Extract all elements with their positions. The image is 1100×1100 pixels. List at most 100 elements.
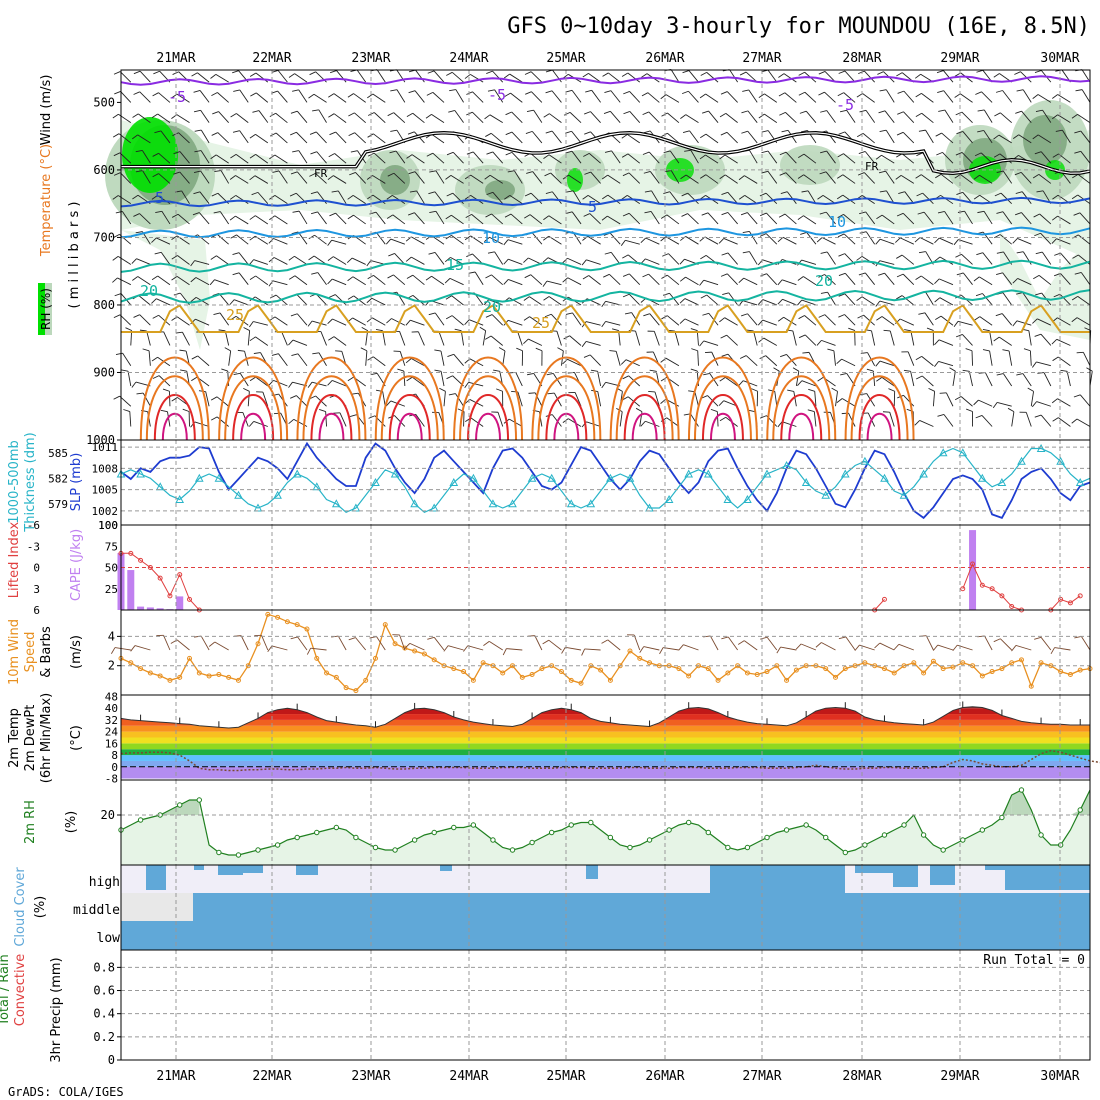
wind-barb	[1080, 130, 1091, 144]
wind-barb-flag	[485, 314, 493, 318]
wind-barb-flag	[937, 211, 945, 214]
wind-barb-flag	[710, 408, 718, 412]
wind-barb	[793, 391, 797, 407]
wind-barb	[979, 174, 993, 184]
wind-barb	[148, 350, 151, 366]
wind10-marker	[607, 677, 613, 683]
wind-barb-flag	[836, 194, 844, 200]
wind-barb-flag	[1007, 407, 1015, 413]
wind-barb-flag	[179, 349, 187, 352]
wind-barb	[962, 131, 973, 144]
wind-barb	[747, 212, 758, 225]
wind-barb-flag	[1016, 251, 1024, 254]
thickness-marker	[273, 490, 282, 499]
wind-barb	[901, 254, 915, 265]
rh2m-marker	[137, 817, 144, 823]
legend-precip-total: Total / Rain	[0, 954, 12, 1027]
wind-barb-flag	[292, 150, 299, 153]
isotherm-15	[120, 259, 1091, 273]
wind-barb-flag	[312, 109, 319, 112]
wind-barb-flag	[918, 129, 926, 132]
wind-barb-flag	[604, 150, 612, 153]
wind-barb	[705, 154, 719, 164]
wind-barb-flag	[486, 151, 493, 155]
wind-barb-flag	[818, 91, 825, 96]
wind-barb-flag	[760, 212, 767, 217]
wind-barb-flag	[720, 91, 728, 95]
wind-barb-flag	[546, 372, 554, 376]
wind-barb	[665, 357, 680, 367]
wind-barb	[872, 371, 876, 387]
wind-barb-flag	[347, 295, 354, 300]
wind-barb-flag	[915, 174, 922, 179]
wind-barb	[417, 331, 425, 346]
isotherm-warm-loop	[296, 356, 367, 441]
wind-barb-flag	[874, 642, 881, 649]
wind-barb-flag	[211, 192, 219, 197]
wind-barb-flag	[249, 336, 256, 342]
wind-barb	[410, 319, 425, 326]
wind-barb	[803, 215, 817, 225]
wind-barb-flag	[604, 90, 612, 94]
wind-barb	[471, 213, 484, 225]
wind-barb-flag	[319, 409, 326, 412]
isotherm-warm-loop	[467, 394, 510, 441]
wind-barb	[989, 350, 993, 366]
rh2m-marker	[607, 834, 614, 841]
wind-barb	[745, 71, 758, 83]
wind-barb-flag	[691, 348, 698, 352]
y-tick-label: 0	[108, 1053, 115, 1067]
wind-barb	[1040, 637, 1052, 651]
wind-barb-flag	[622, 254, 629, 259]
legend-rh: RH (%)	[39, 288, 53, 330]
wind-barb-flag	[1074, 272, 1082, 275]
wind-barb	[1029, 350, 1032, 366]
wind-barb-flag	[952, 644, 958, 652]
wind-barb-flag	[233, 372, 241, 376]
temp-band	[121, 743, 1090, 750]
wind-barb-flag	[995, 90, 1003, 93]
wind-barb	[879, 642, 895, 651]
wind-barb-flag	[777, 316, 784, 322]
wind-barb-flag	[543, 154, 550, 160]
wind-barb	[253, 259, 268, 265]
wind-barb-flag	[875, 238, 881, 245]
wind-barb-flag	[565, 312, 573, 315]
wind-barb-flag	[446, 192, 454, 197]
wind-barb-flag	[720, 131, 728, 136]
wind-barb	[726, 91, 738, 103]
wind-barb	[468, 381, 484, 387]
wind-barb	[392, 214, 406, 225]
wind-barb-flag	[439, 387, 446, 392]
wind-barb-flag	[878, 170, 886, 174]
wind-barb	[415, 69, 425, 83]
wind-barb	[821, 642, 836, 651]
wind-barb-flag	[581, 648, 586, 656]
wind-barb	[865, 110, 876, 123]
wind-barb	[961, 253, 973, 265]
wind-barb-flag	[375, 328, 383, 332]
wind-barb-flag	[1034, 151, 1042, 155]
wind-barb	[648, 273, 660, 286]
wind-barb-flag	[327, 175, 334, 180]
wind-barb	[998, 336, 1012, 346]
wind-barb-flag	[386, 214, 394, 219]
wind-barb	[454, 110, 464, 123]
wind-barb-flag	[112, 277, 118, 283]
wind-barb-flag	[113, 233, 120, 238]
thickness-marker	[684, 469, 694, 478]
rh2m-marker	[274, 842, 281, 848]
wind-barb	[531, 131, 543, 144]
wind-barb	[944, 211, 954, 225]
wind-barb-flag	[1011, 645, 1017, 652]
wind-barb-flag	[928, 387, 935, 392]
wind-barb-flag	[448, 110, 455, 113]
y-tick-label: 0.2	[93, 1030, 115, 1044]
wind-barb	[509, 73, 523, 83]
wind-barb-flag	[934, 278, 940, 285]
wind-barb-flag	[113, 152, 121, 157]
wind-barb-flag	[904, 329, 911, 332]
wind-barb-flag	[621, 72, 629, 77]
wind-barb-flag	[1035, 109, 1043, 113]
wind-barb	[507, 319, 523, 326]
